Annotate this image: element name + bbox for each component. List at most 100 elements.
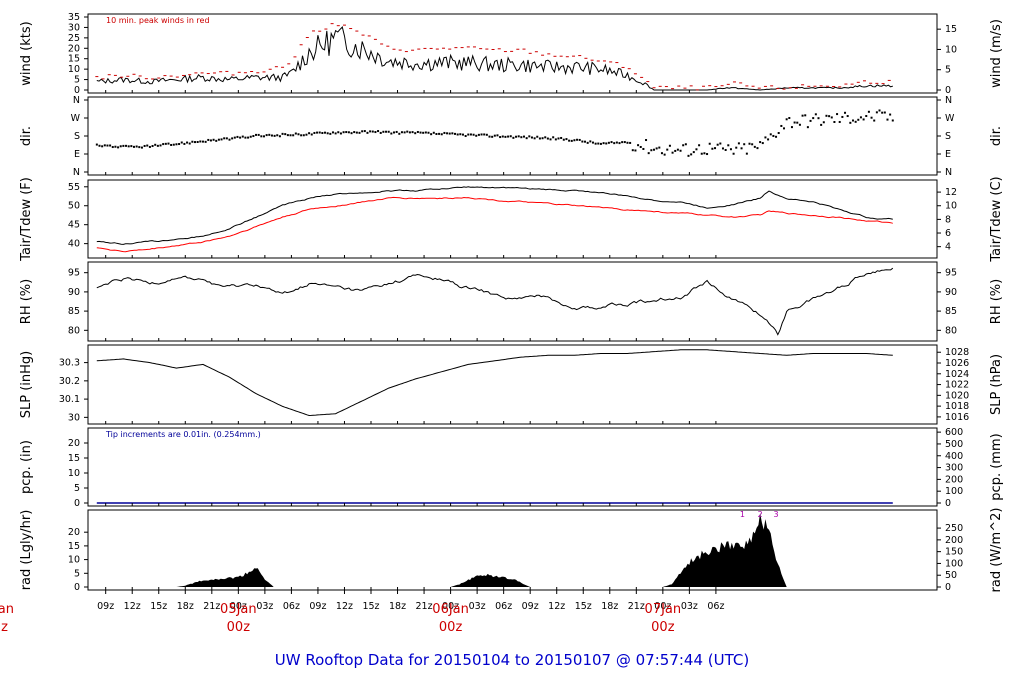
direction-point (146, 144, 149, 147)
direction-point (109, 144, 112, 147)
x-hour-label: 21z (416, 601, 433, 612)
direction-point (743, 143, 746, 146)
direction-point (135, 145, 138, 148)
direction-point (838, 120, 841, 123)
radiation-area (96, 513, 893, 587)
direction-point (862, 118, 865, 121)
direction-point (207, 138, 210, 141)
x-hour-label: 06z (707, 601, 724, 612)
x-day-label: 07Jan (645, 602, 682, 617)
direction-point (737, 142, 740, 145)
direction-point (538, 137, 541, 140)
direction-point (178, 143, 181, 146)
direction-point (297, 133, 300, 136)
y-axis-title-right: Tair/Tdew (C) (989, 176, 1004, 262)
y-tick-label: 15 (68, 541, 80, 552)
direction-point (650, 149, 653, 152)
direction-point (249, 135, 252, 138)
direction-point (671, 151, 674, 154)
x-day-label: 06Jan (432, 602, 469, 617)
direction-point (629, 141, 632, 144)
direction-point (578, 138, 581, 141)
y-tick-label-right: 0 (945, 85, 951, 96)
panel-radiation: rad (Lgly/hr) rad (W/m^2)0510152005010015… (19, 508, 1004, 593)
direction-point (159, 144, 162, 147)
direction-point (180, 141, 183, 144)
direction-point (846, 115, 849, 118)
y-tick-label: 20 (68, 438, 80, 449)
direction-point (191, 140, 194, 143)
direction-point (440, 133, 443, 136)
direction-point (679, 149, 682, 152)
direction-point (154, 143, 157, 146)
direction-point (326, 132, 329, 135)
x-day-label: Jan (0, 602, 14, 617)
direction-point (491, 135, 494, 138)
direction-point (891, 119, 894, 122)
direction-point (753, 145, 756, 148)
direction-point (430, 133, 433, 136)
y-tick-label: 10 (68, 555, 80, 566)
direction-point (602, 142, 605, 145)
direction-point (785, 118, 788, 121)
direction-point (461, 133, 464, 136)
direction-point (817, 117, 820, 120)
y-axis-title-left: wind (kts) (19, 21, 34, 85)
y-tick-label: 0 (74, 582, 80, 593)
y-tick-label-right: 6 (945, 228, 951, 239)
direction-point (833, 120, 836, 123)
direction-point (294, 132, 297, 135)
direction-point (690, 153, 693, 156)
direction-point (780, 124, 783, 127)
y-tick-label-right: 1022 (945, 380, 969, 391)
panel-temperature: Tair/Tdew (F) Tair/Tdew (C) 40 45 50 55 4 6 8 10 1… (19, 176, 1004, 262)
direction-point (464, 135, 467, 138)
x-hour-label: 21z (628, 601, 645, 612)
direction-point (483, 133, 486, 136)
y-tick-label: 80 (68, 325, 80, 336)
y-tick-label-right: 100 (945, 558, 963, 569)
direction-point (236, 135, 239, 138)
direction-point (257, 133, 260, 136)
direction-point (260, 135, 263, 138)
direction-point (684, 143, 687, 146)
y-tick-label-right: 1026 (945, 358, 969, 369)
panel-frame (87, 179, 938, 259)
direction-point (361, 130, 364, 133)
y-tick-label-right: N (945, 167, 952, 178)
direction-point (419, 131, 422, 134)
direction-point (822, 121, 825, 124)
direction-point (331, 131, 334, 134)
y-tick-label: 55 (68, 182, 80, 193)
y-tick-label-right: 600 (945, 427, 963, 438)
direction-point (589, 140, 592, 143)
series-line-slp (96, 349, 893, 417)
direction-point (695, 148, 698, 151)
y-tick-label: 95 (68, 268, 80, 279)
direction-point (801, 114, 804, 117)
direction-point (353, 131, 356, 134)
direction-point (642, 147, 645, 150)
x-hour-label: 06z (283, 601, 300, 612)
y-tick-label-right: 100 (945, 486, 963, 497)
direction-point (140, 146, 143, 149)
direction-point (751, 143, 754, 146)
direction-point (772, 134, 775, 137)
direction-point (302, 134, 305, 137)
x-hour-label: 09z (309, 601, 326, 612)
direction-point (284, 133, 287, 136)
direction-point (682, 144, 685, 147)
direction-point (101, 145, 104, 148)
direction-point (363, 130, 366, 133)
direction-point (859, 116, 862, 119)
direction-point (870, 116, 873, 119)
panel-frame (87, 96, 938, 176)
direction-point (239, 136, 242, 139)
y-tick-label-right: 80 (945, 325, 957, 336)
direction-point (767, 138, 770, 141)
direction-point (783, 127, 786, 130)
direction-point (674, 149, 677, 152)
x-hour-label: 09z (97, 601, 114, 612)
